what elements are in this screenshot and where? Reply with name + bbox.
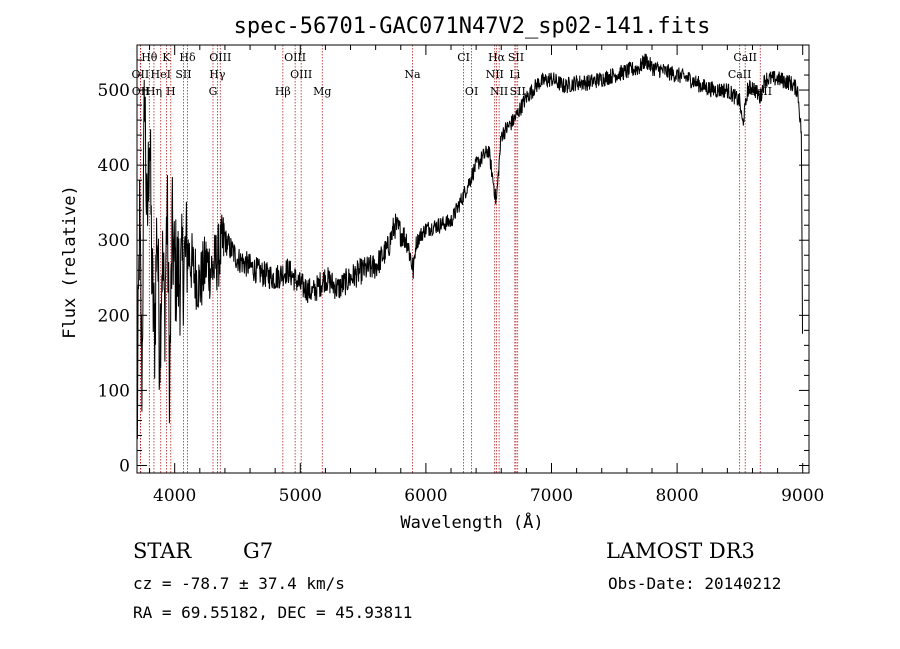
line-marker-label: OIII (284, 51, 306, 64)
line-marker-label: CaII (733, 51, 757, 64)
line-marker-label: OII (132, 68, 150, 81)
plot-frame (136, 44, 810, 474)
y-tick-label: 0 (119, 456, 130, 476)
line-marker-label: Li (509, 68, 520, 81)
line-marker-label: CI (457, 51, 470, 64)
line-marker-label: Na (404, 68, 421, 81)
line-marker-label: G (209, 85, 218, 98)
line-marker-label: SII (175, 68, 191, 81)
line-marker-label: CaII (728, 68, 752, 81)
line-marker-label: Hβ (275, 85, 291, 98)
line-marker-label: OIII (209, 51, 231, 64)
y-axis-label: Flux (relative) (60, 185, 80, 339)
line-marker-label: H (166, 85, 176, 98)
y-tick-label: 100 (98, 381, 130, 401)
object-class: STAR (133, 539, 192, 563)
y-tick-label: 200 (98, 306, 130, 326)
line-marker-label: Hδ (179, 51, 196, 64)
y-tick-label: 400 (98, 156, 130, 176)
x-tick-label: 8000 (655, 486, 698, 506)
line-marker-label: Hη (146, 85, 162, 98)
chart-title: spec-56701-GAC071N47V2_sp02-141.fits (234, 14, 711, 39)
line-marker-label: Hθ (141, 51, 158, 64)
axis-ticks: 4000 5000 6000 7000 8000 9000 0 100 200 300 400 500 (98, 45, 824, 506)
object-subclass: G7 (243, 539, 274, 563)
x-tick-label: 9000 (781, 486, 824, 506)
x-axis-label: Wavelength (Å) (400, 511, 543, 533)
line-marker-label: K (162, 51, 171, 64)
line-marker-label: OI (465, 85, 478, 98)
line-marker-label: SII (510, 85, 526, 98)
line-marker-label: Mg (313, 85, 331, 98)
flux-series-line (136, 53, 803, 440)
x-tick-label: 5000 (279, 486, 322, 506)
line-marker-label: CaII (748, 85, 772, 98)
x-tick-label: 7000 (530, 486, 573, 506)
line-marker-label: OIII (290, 68, 312, 81)
redshift-cz: cz = -78.7 ± 37.4 km/s (133, 574, 345, 593)
observation-date: Obs-Date: 20140212 (608, 574, 782, 593)
x-tick-label: 4000 (153, 486, 196, 506)
survey-name: LAMOST DR3 (606, 539, 755, 563)
line-marker-label: Hα (488, 51, 506, 64)
line-marker-label: HeI (151, 68, 171, 81)
line-marker-label: SII (508, 51, 524, 64)
x-tick-label: 6000 (404, 486, 447, 506)
y-tick-label: 500 (98, 81, 130, 101)
line-marker-label: NII (490, 85, 508, 98)
line-marker-label: NII (486, 68, 504, 81)
line-marker-label: OII (132, 85, 150, 98)
line-marker-label: Hγ (209, 68, 226, 81)
y-tick-label: 300 (98, 231, 130, 251)
spectrum-layer (136, 53, 803, 440)
ra-dec-coordinates: RA = 69.55182, DEC = 45.93811 (133, 603, 413, 622)
